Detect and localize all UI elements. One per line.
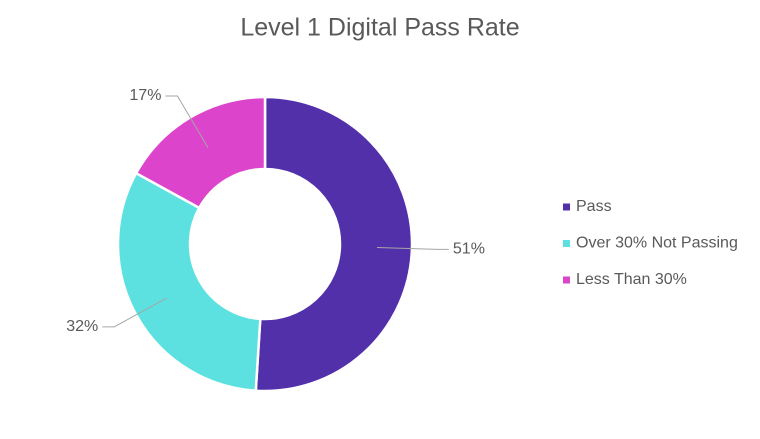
legend-marker — [563, 240, 570, 247]
legend-label: Less Than 30% — [576, 271, 687, 288]
leader-line — [102, 297, 168, 328]
chart-title: Level 1 Digital Pass Rate — [240, 14, 519, 42]
data-label: 51% — [453, 241, 485, 258]
data-label: 32% — [66, 318, 98, 335]
legend-label: Over 30% Not Passing — [576, 235, 738, 252]
legend-marker — [563, 203, 570, 211]
data-label: 17% — [129, 87, 161, 104]
legend-label: Pass — [576, 198, 612, 215]
legend-marker — [563, 276, 570, 284]
donut-slice — [116, 171, 262, 393]
donut-slice — [254, 95, 414, 393]
leader-line — [165, 95, 209, 148]
donut-slice — [134, 95, 267, 210]
leader-line — [376, 247, 449, 250]
